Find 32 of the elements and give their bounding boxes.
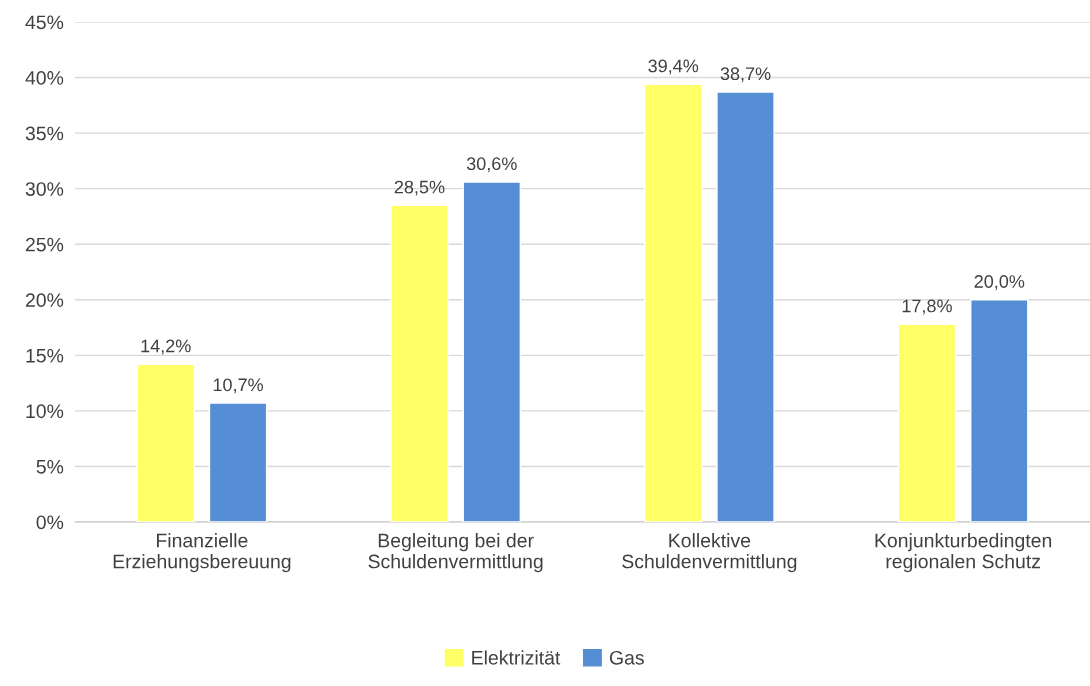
data-label: 20,0% — [974, 275, 1025, 291]
x-tick-label: Kollektive Schuldenvermittlung — [622, 533, 797, 573]
y-tick-label: 45% — [25, 15, 64, 30]
y-tick-label: 35% — [25, 126, 64, 141]
x-tick-label: Begleitung bei der Schuldenvermittlung — [368, 533, 543, 573]
y-tick-label: 30% — [25, 182, 64, 196]
bar — [208, 402, 268, 522]
data-label: 38,7% — [720, 67, 771, 83]
y-tick-label: 15% — [26, 348, 64, 363]
x-tick-label: Konjunkturbedingten regionalen Schutz — [875, 533, 1052, 573]
bar — [462, 181, 522, 522]
legend-label: Elektrizität — [472, 650, 561, 665]
bar — [390, 204, 449, 522]
x-tick-label: Finanzielle Erziehungsbereuung — [113, 533, 291, 573]
legend-label: Gas — [609, 650, 644, 665]
data-label: 28,5% — [394, 180, 445, 196]
data-label: 17,8% — [902, 299, 952, 315]
y-tick-label: 10% — [26, 404, 64, 419]
y-tick-label: 5% — [36, 460, 64, 474]
bar — [897, 323, 957, 522]
y-tick-label: 20% — [25, 293, 64, 308]
bar — [136, 363, 195, 522]
data-label: 39,4% — [648, 59, 699, 75]
data-label: 30,6% — [466, 157, 517, 173]
data-label: 10,7% — [213, 378, 263, 394]
y-tick-label: 0% — [36, 515, 64, 530]
bar — [643, 83, 703, 522]
bar — [970, 299, 1029, 522]
y-tick-label: 25% — [25, 237, 64, 252]
data-label: 14,2% — [141, 339, 191, 355]
bar — [716, 91, 775, 522]
y-tick-label: 40% — [25, 71, 64, 85]
